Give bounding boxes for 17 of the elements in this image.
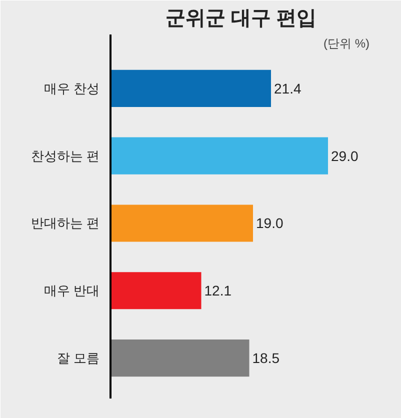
y-tick-label: 반대하는 편 <box>30 216 100 231</box>
y-tick-label: 매우 반대 <box>44 283 100 298</box>
data-label: 18.5 <box>252 350 280 366</box>
bar <box>110 340 250 377</box>
bar <box>110 204 253 242</box>
bar <box>110 70 271 107</box>
data-label: 12.1 <box>204 282 232 299</box>
data-label: 21.4 <box>274 80 302 96</box>
y-tick-label: 매우 찬성 <box>44 80 100 96</box>
bar <box>110 272 202 310</box>
y-tick-label: 찬성하는 편 <box>30 148 100 164</box>
y-tick-label: 잘 모름 <box>56 350 100 366</box>
bar <box>110 137 328 174</box>
annotation: (단위 %) <box>324 36 370 50</box>
data-label: 29.0 <box>331 148 358 164</box>
chart-title: 군위군 대구 편입 <box>165 8 317 30</box>
data-label: 19.0 <box>256 215 284 232</box>
